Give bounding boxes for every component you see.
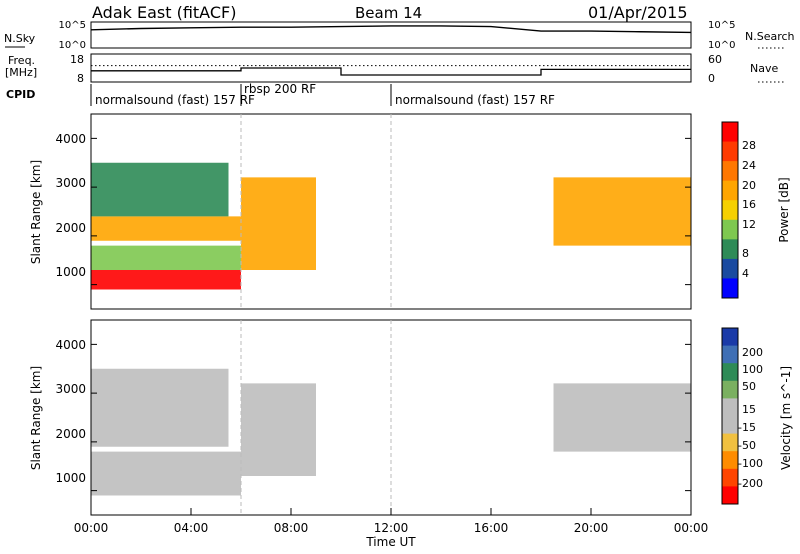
freq-series-line	[91, 67, 691, 76]
vel-cbar-band-2	[722, 363, 738, 382]
power-ylabel: Slant Range [km]	[29, 160, 43, 264]
velocity-colorbar	[722, 328, 738, 505]
cpid-mode-3: normalsound (fast) 157 RF	[395, 93, 555, 107]
power-cbar-label: Power [dB]	[777, 177, 791, 242]
velocity-cbar-tick-15: 15	[742, 403, 756, 416]
power-cbar-tick-16: 16	[742, 198, 756, 211]
velocity-cbar-tick-100: 100	[742, 363, 763, 376]
power-y-tick-marks	[91, 137, 691, 286]
velocity-ytick-2000: 2000	[55, 427, 86, 441]
noise-left-tick-top: 10^5	[59, 20, 86, 31]
noise-right-tick-bottom: 10^0	[708, 40, 735, 51]
power-heatmap	[91, 162, 691, 290]
power-cbar-band-2	[722, 161, 738, 182]
xtick-1: 04:00	[174, 521, 209, 535]
power-data-region-2	[91, 216, 241, 241]
power-cbar-band-4	[722, 200, 738, 221]
power-cbar-tick-12: 12	[742, 218, 756, 231]
noise-right-tick-top: 10^5	[708, 20, 735, 31]
noise-left-label: N.Sky	[4, 32, 36, 45]
cpid-mode-1: normalsound (fast) 157 RF	[95, 93, 255, 107]
vel-cbar-band-1	[722, 345, 738, 364]
vel-cbar-band-9	[722, 486, 738, 505]
freq-panel-frame	[90, 53, 692, 83]
noise-left-tick-bottom: 10^0	[59, 40, 86, 51]
velocity-cbar-label: Velocity [m s^-1]	[779, 366, 793, 470]
velocity-ytick-1000: 1000	[55, 471, 86, 485]
velocity-ytick-4000: 4000	[55, 338, 86, 352]
noise-series-line	[90, 25, 692, 34]
station-title: Adak East (fitACF)	[92, 3, 236, 22]
power-ytick-2000: 2000	[55, 221, 86, 235]
vel-cbar-band-6	[722, 433, 738, 452]
power-data-region-4	[241, 177, 316, 270]
power-colorbar-frame	[721, 121, 739, 299]
xtick-6: 00:00	[674, 521, 709, 535]
power-cbar-band-3	[722, 180, 738, 201]
velocity-y-tick-marks	[91, 343, 691, 492]
date-title: 01/Apr/2015	[588, 3, 688, 22]
power-colorbar	[722, 122, 738, 299]
xtick-3: 12:00	[374, 521, 409, 535]
power-cbar-tick-24: 24	[742, 159, 756, 172]
power-data-region-0	[91, 270, 241, 290]
power-cbar-band-0	[722, 122, 738, 143]
power-data-region-1	[91, 245, 241, 270]
freq-right-tick-top: 60	[708, 53, 722, 66]
vel-cbar-band-7	[722, 451, 738, 470]
velocity-heatmap	[91, 368, 691, 496]
velocity-ylabel: Slant Range [km]	[29, 366, 43, 470]
nave-right-label: Nave	[750, 62, 778, 75]
vel-data-region-2	[241, 383, 316, 476]
cpid-label: CPID	[6, 88, 35, 101]
velocity-cbar-tick-50: 50	[742, 380, 756, 393]
power-cbar-tick-20: 20	[742, 179, 756, 192]
power-cbar-band-6	[722, 239, 738, 260]
vel-cbar-band-0	[722, 328, 738, 347]
power-ytick-4000: 4000	[55, 132, 86, 146]
vel-data-region-0	[91, 451, 241, 496]
velocity-cbar-tick-m15: -15	[738, 421, 756, 434]
velocity-cbar-tick-m200: -200	[738, 477, 763, 490]
vel-cbar-band-4	[722, 398, 738, 417]
power-data-region-5	[553, 177, 691, 246]
freq-left-label-2: [MHz]	[5, 66, 37, 79]
xtick-2: 08:00	[274, 521, 309, 535]
power-data-region-3	[91, 162, 229, 217]
xtick-4: 16:00	[474, 521, 509, 535]
power-ytick-3000: 3000	[55, 176, 86, 190]
power-cbar-tick-28: 28	[742, 139, 756, 152]
velocity-colorbar-frame	[721, 327, 739, 505]
velocity-ytick-3000: 3000	[55, 382, 86, 396]
xtick-0: 00:00	[74, 521, 109, 535]
power-cbar-band-8	[722, 278, 738, 299]
velocity-cbar-tick-m50: -50	[738, 439, 756, 452]
power-cbar-band-7	[722, 258, 738, 279]
power-ytick-1000: 1000	[55, 265, 86, 279]
freq-left-label-1: Freq.	[8, 54, 35, 67]
cpid-mode-2: rbsp 200 RF	[244, 82, 316, 96]
velocity-cbar-tick-m100: -100	[738, 457, 763, 470]
vel-data-region-1	[91, 368, 229, 447]
power-cbar-band-5	[722, 219, 738, 240]
vel-cbar-band-3	[722, 380, 738, 399]
x-axis-label: Time UT	[365, 535, 416, 549]
x-tick-marks	[90, 508, 692, 515]
power-cbar-tick-4: 4	[742, 267, 749, 280]
noise-right-label: N.Search	[745, 30, 795, 43]
freq-left-tick-top: 18	[70, 53, 84, 66]
vel-cbar-band-5	[722, 416, 738, 435]
vel-data-region-3	[553, 383, 691, 452]
xtick-5: 20:00	[574, 521, 609, 535]
power-cbar-tick-8: 8	[742, 247, 749, 260]
power-cbar-band-1	[722, 141, 738, 162]
freq-right-tick-bottom: 0	[708, 72, 715, 85]
velocity-cbar-tick-200: 200	[742, 346, 763, 359]
noise-panel-frame	[90, 21, 692, 49]
freq-left-tick-bottom: 8	[77, 72, 84, 85]
beam-title: Beam 14	[355, 4, 422, 22]
vel-cbar-band-8	[722, 468, 738, 487]
